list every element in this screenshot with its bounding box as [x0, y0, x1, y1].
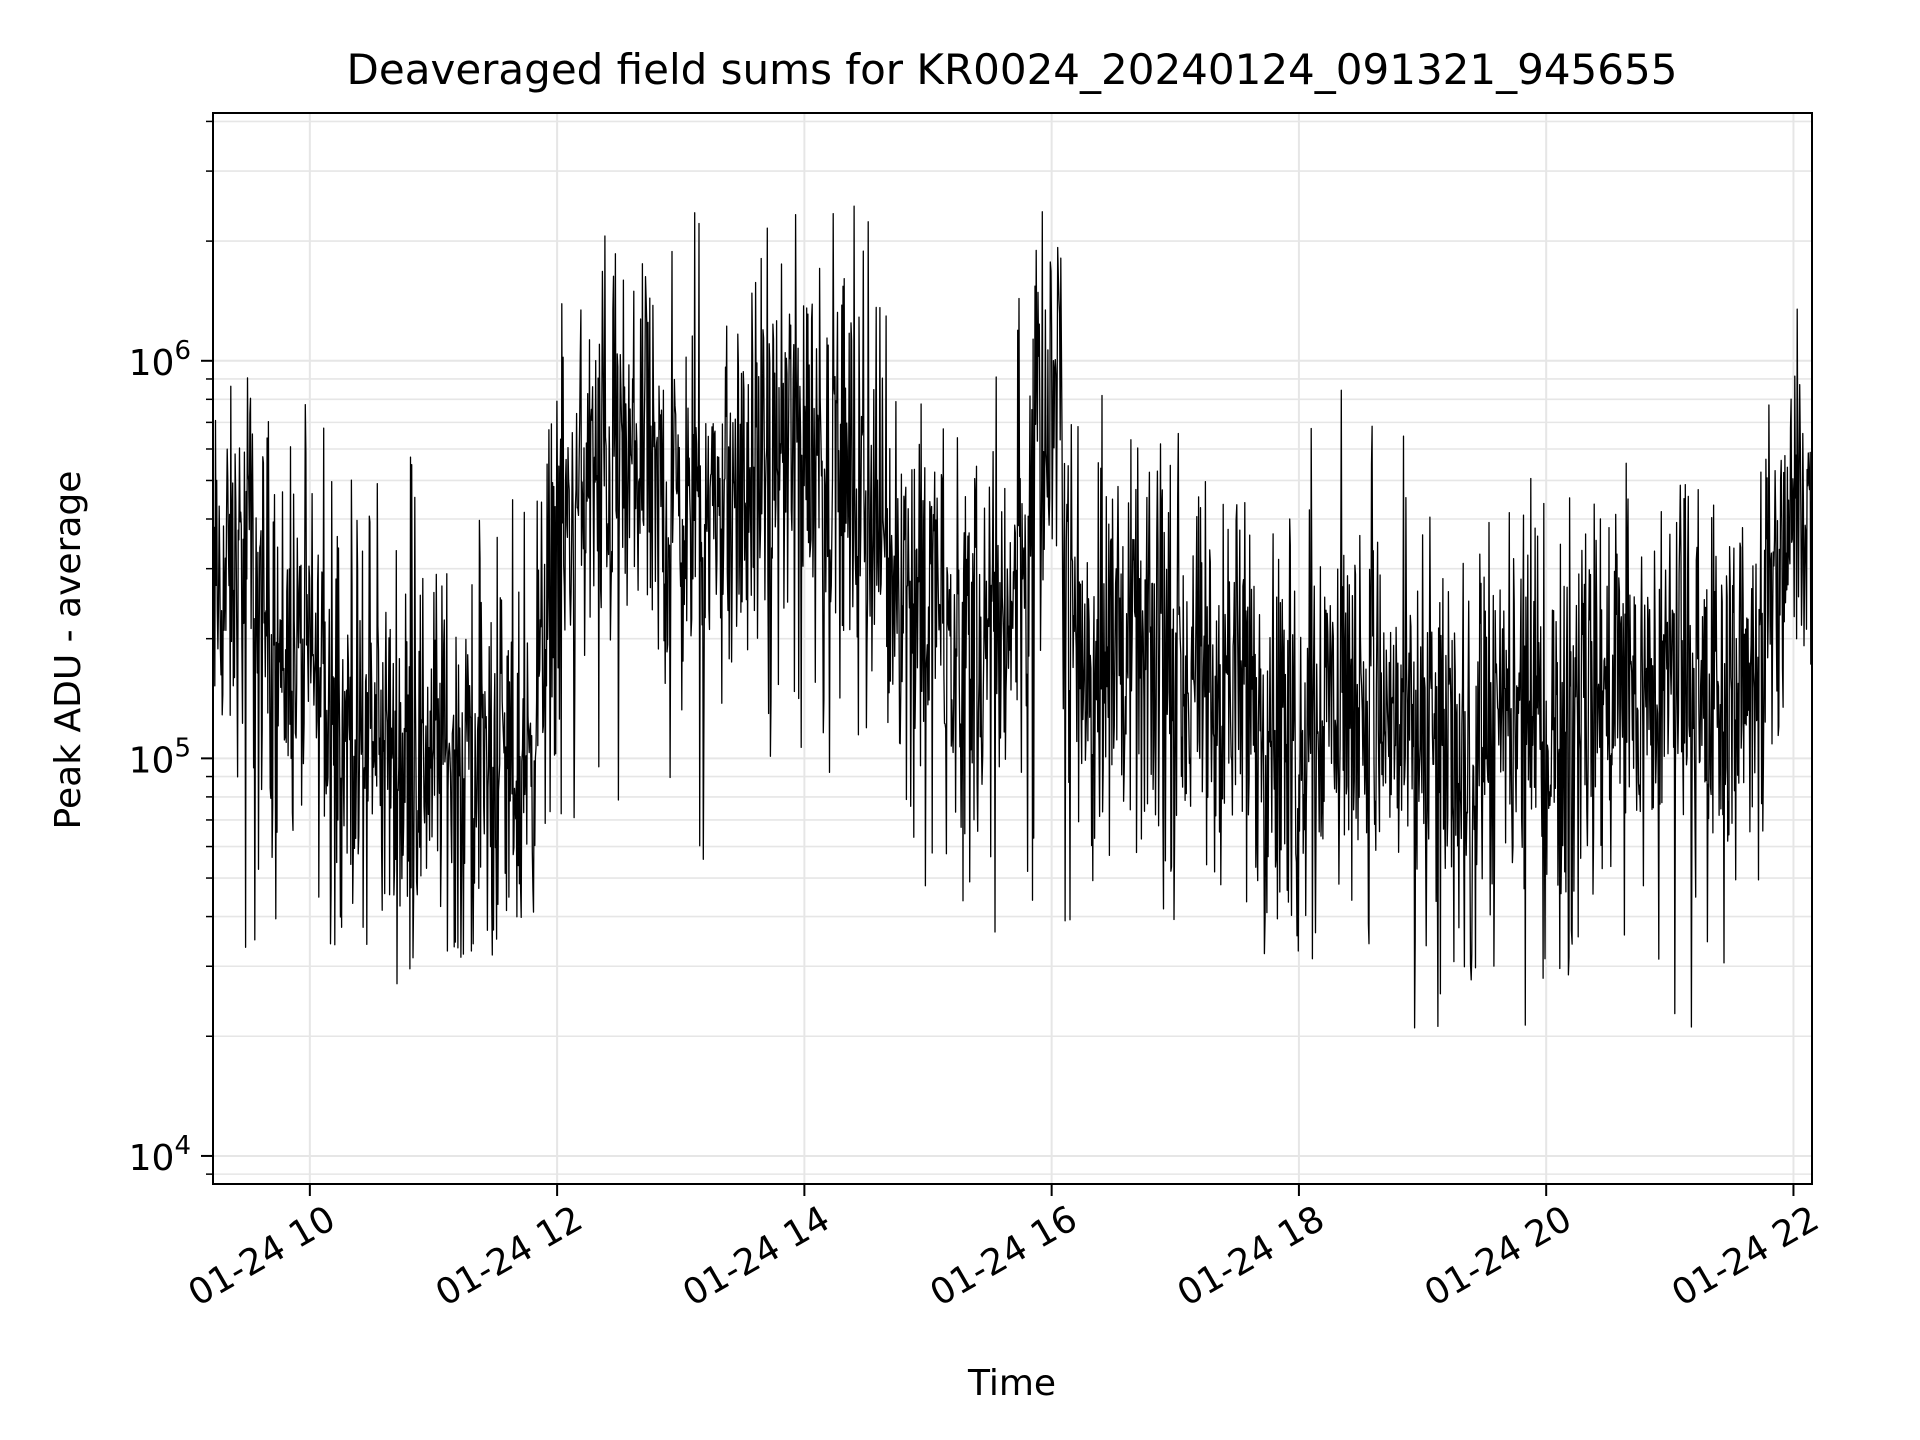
x-tick-label: 01-24 16: [923, 1198, 1084, 1314]
y-tick-label: 104: [129, 1131, 191, 1179]
x-tick-label: 01-24 22: [1665, 1198, 1826, 1314]
x-tick-label: 01-24 20: [1418, 1198, 1579, 1314]
chart-title: Deaveraged field sums for KR0024_2024012…: [347, 45, 1678, 94]
x-tick-label: 01-24 12: [429, 1198, 590, 1314]
y-axis-ticks: 104 105 106: [129, 120, 213, 1179]
plot-frame: [212, 112, 1813, 1185]
x-axis-label: Time: [967, 1363, 1056, 1404]
series-line: [212, 205, 1813, 1029]
x-axis-ticks: 01-24 10 01-24 12 01-24 14 01-24 16 01-24 18…: [182, 1184, 1826, 1315]
grid: [213, 113, 1812, 1184]
y-tick-label: 105: [129, 733, 191, 781]
data-series: [212, 205, 1813, 1029]
x-tick-label: 01-24 10: [182, 1198, 343, 1314]
y-axis-label: Peak ADU - average: [48, 471, 89, 830]
y-tick-label: 106: [129, 336, 191, 384]
x-tick-label: 01-24 14: [676, 1198, 837, 1314]
x-tick-label: 01-24 18: [1171, 1198, 1332, 1314]
